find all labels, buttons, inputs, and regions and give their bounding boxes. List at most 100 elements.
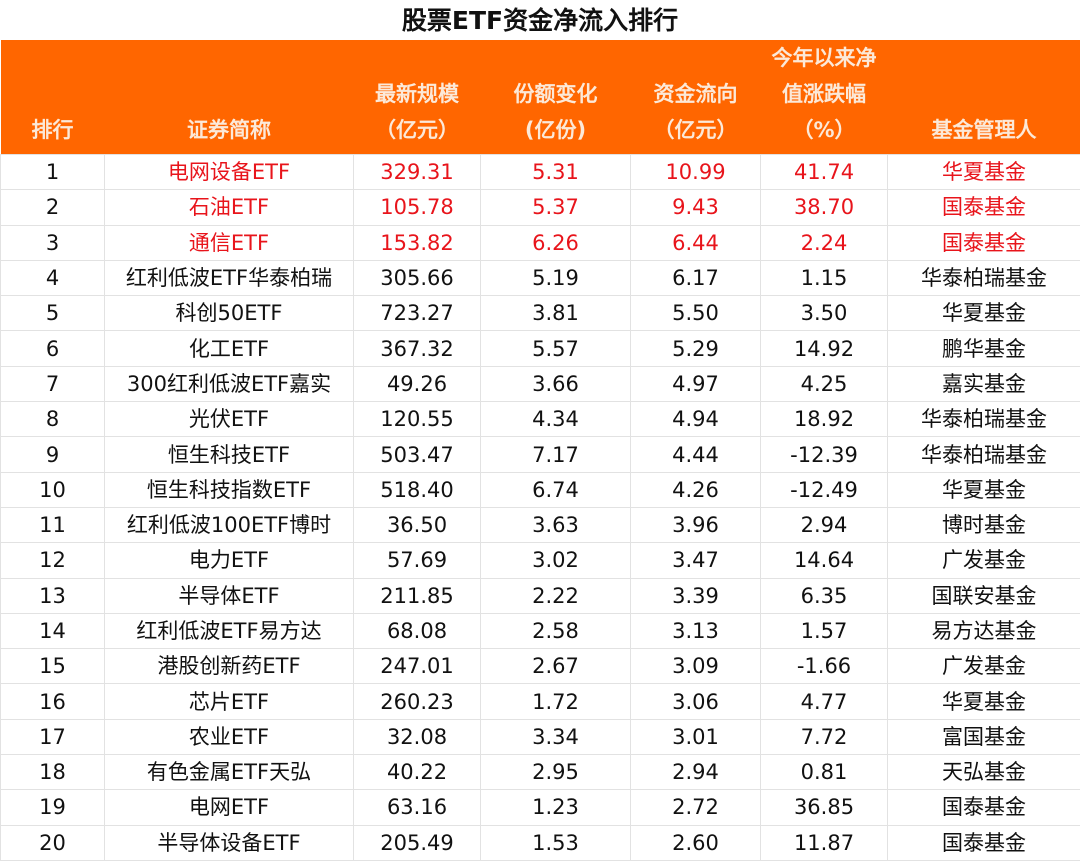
cell-scale: 211.85 bbox=[354, 578, 481, 613]
header-line: （亿元） bbox=[631, 112, 761, 148]
cell-ytd-return: -12.49 bbox=[761, 472, 888, 507]
cell-name: 石油ETF bbox=[105, 190, 354, 225]
cell-rank: 9 bbox=[1, 437, 105, 472]
cell-manager: 华夏基金 bbox=[888, 684, 1080, 719]
table-title: 股票ETF资金净流入排行 bbox=[0, 0, 1080, 40]
cell-scale: 32.08 bbox=[354, 719, 481, 754]
cell-rank: 17 bbox=[1, 719, 105, 754]
cell-fund-flow: 6.44 bbox=[631, 225, 761, 260]
cell-scale: 105.78 bbox=[354, 190, 481, 225]
cell-fund-flow: 3.06 bbox=[631, 684, 761, 719]
cell-fund-flow: 4.26 bbox=[631, 472, 761, 507]
cell-share-change: 5.19 bbox=[481, 260, 631, 295]
cell-ytd-return: 41.74 bbox=[761, 155, 888, 190]
cell-ytd-return: -1.66 bbox=[761, 649, 888, 684]
cell-share-change: 3.63 bbox=[481, 507, 631, 542]
cell-share-change: 3.66 bbox=[481, 366, 631, 401]
cell-scale: 120.55 bbox=[354, 402, 481, 437]
cell-rank: 19 bbox=[1, 790, 105, 825]
cell-manager: 广发基金 bbox=[888, 649, 1080, 684]
cell-fund-flow: 2.72 bbox=[631, 790, 761, 825]
cell-share-change: 4.34 bbox=[481, 402, 631, 437]
cell-share-change: 5.57 bbox=[481, 331, 631, 366]
cell-fund-flow: 3.47 bbox=[631, 543, 761, 578]
cell-manager: 博时基金 bbox=[888, 507, 1080, 542]
cell-ytd-return: 6.35 bbox=[761, 578, 888, 613]
cell-share-change: 3.34 bbox=[481, 719, 631, 754]
cell-name: 光伏ETF bbox=[105, 402, 354, 437]
cell-share-change: 2.67 bbox=[481, 649, 631, 684]
header-row: 排行证券简称最新规模（亿元）份额变化(亿份)资金流向（亿元）今年以来净值涨跌幅（… bbox=[1, 40, 1080, 155]
cell-rank: 7 bbox=[1, 366, 105, 401]
cell-ytd-return: 11.87 bbox=[761, 825, 888, 860]
header-line: (亿份) bbox=[481, 112, 631, 148]
cell-manager: 华泰柏瑞基金 bbox=[888, 437, 1080, 472]
cell-name: 300红利低波ETF嘉实 bbox=[105, 366, 354, 401]
cell-scale: 260.23 bbox=[354, 684, 481, 719]
cell-scale: 329.31 bbox=[354, 155, 481, 190]
cell-ytd-return: 1.15 bbox=[761, 260, 888, 295]
cell-manager: 华夏基金 bbox=[888, 296, 1080, 331]
cell-ytd-return: 4.77 bbox=[761, 684, 888, 719]
cell-name: 红利低波ETF华泰柏瑞 bbox=[105, 260, 354, 295]
cell-ytd-return: 3.50 bbox=[761, 296, 888, 331]
cell-scale: 205.49 bbox=[354, 825, 481, 860]
cell-rank: 14 bbox=[1, 613, 105, 648]
header-ytd-return: 今年以来净值涨跌幅（%） bbox=[761, 40, 888, 155]
cell-share-change: 1.53 bbox=[481, 825, 631, 860]
cell-fund-flow: 3.13 bbox=[631, 613, 761, 648]
cell-rank: 16 bbox=[1, 684, 105, 719]
cell-rank: 1 bbox=[1, 155, 105, 190]
cell-rank: 4 bbox=[1, 260, 105, 295]
cell-scale: 49.26 bbox=[354, 366, 481, 401]
header-share-change: 份额变化(亿份) bbox=[481, 40, 631, 155]
cell-rank: 11 bbox=[1, 507, 105, 542]
cell-rank: 3 bbox=[1, 225, 105, 260]
cell-name: 电力ETF bbox=[105, 543, 354, 578]
header-line: 最新规模 bbox=[354, 76, 481, 112]
cell-name: 有色金属ETF天弘 bbox=[105, 755, 354, 790]
cell-manager: 国泰基金 bbox=[888, 790, 1080, 825]
header-manager: 基金管理人 bbox=[888, 40, 1080, 155]
header-line: 值涨跌幅 bbox=[761, 76, 888, 112]
cell-rank: 10 bbox=[1, 472, 105, 507]
cell-scale: 518.40 bbox=[354, 472, 481, 507]
header-line: 排行 bbox=[1, 112, 105, 148]
header-line: 今年以来净 bbox=[761, 40, 888, 76]
cell-ytd-return: 2.24 bbox=[761, 225, 888, 260]
cell-share-change: 6.26 bbox=[481, 225, 631, 260]
cell-name: 半导体设备ETF bbox=[105, 825, 354, 860]
cell-share-change: 5.31 bbox=[481, 155, 631, 190]
cell-name: 恒生科技指数ETF bbox=[105, 472, 354, 507]
cell-share-change: 2.95 bbox=[481, 755, 631, 790]
etf-inflow-table: 排行证券简称最新规模（亿元）份额变化(亿份)资金流向（亿元）今年以来净值涨跌幅（… bbox=[0, 40, 1080, 861]
cell-manager: 天弘基金 bbox=[888, 755, 1080, 790]
cell-share-change: 3.02 bbox=[481, 543, 631, 578]
cell-scale: 68.08 bbox=[354, 613, 481, 648]
cell-manager: 华泰柏瑞基金 bbox=[888, 260, 1080, 295]
cell-scale: 63.16 bbox=[354, 790, 481, 825]
header-fund-flow: 资金流向（亿元） bbox=[631, 40, 761, 155]
cell-fund-flow: 3.09 bbox=[631, 649, 761, 684]
cell-rank: 2 bbox=[1, 190, 105, 225]
cell-fund-flow: 5.50 bbox=[631, 296, 761, 331]
cell-name: 半导体ETF bbox=[105, 578, 354, 613]
cell-fund-flow: 4.94 bbox=[631, 402, 761, 437]
cell-fund-flow: 3.01 bbox=[631, 719, 761, 754]
cell-share-change: 1.72 bbox=[481, 684, 631, 719]
cell-ytd-return: 4.25 bbox=[761, 366, 888, 401]
cell-share-change: 1.23 bbox=[481, 790, 631, 825]
cell-fund-flow: 2.60 bbox=[631, 825, 761, 860]
header-line: （亿元） bbox=[354, 112, 481, 148]
